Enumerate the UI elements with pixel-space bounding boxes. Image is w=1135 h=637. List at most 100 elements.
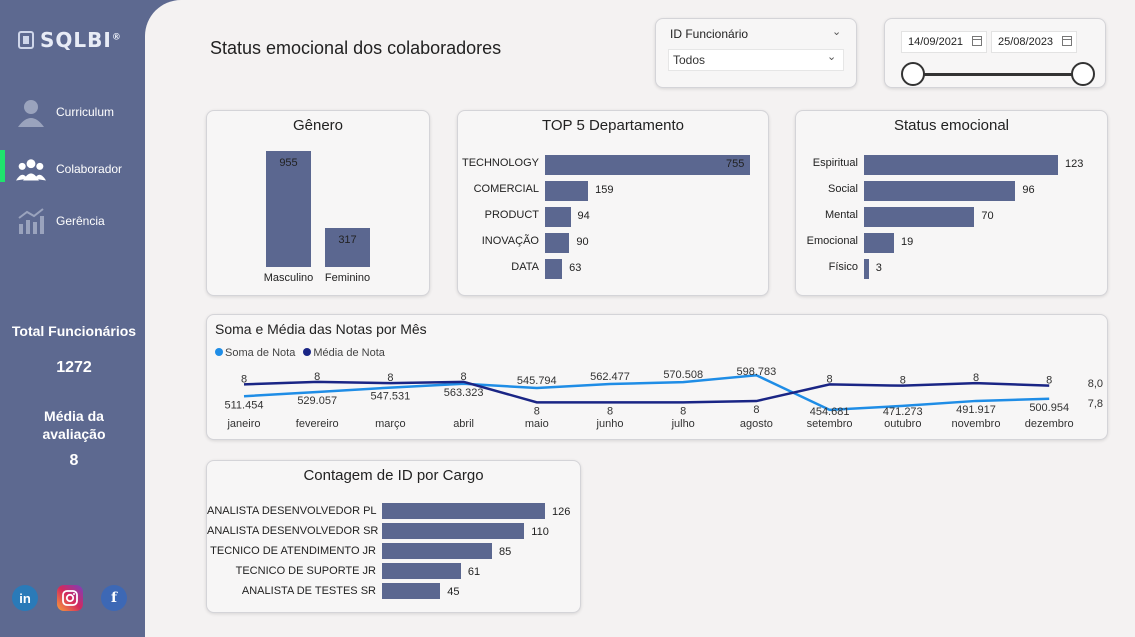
media-data-label: 8 (314, 371, 320, 383)
soma-data-label: 500.954 (1029, 402, 1069, 414)
data-label: 94 (577, 210, 590, 222)
data-label: 159 (595, 184, 614, 196)
month-tick-label: novembro (952, 418, 1001, 430)
bar-analista-de-testes-sr[interactable] (382, 583, 441, 599)
bar-analista-desenvolvedor-sr[interactable] (382, 523, 525, 539)
tick-label: TECHNOLOGY (461, 157, 539, 169)
right-axis-tick: 8,0 (1088, 378, 1103, 390)
status-emocional-card: Status emocional Espiritual 123 Social 96 Me… (795, 110, 1108, 296)
media-avaliacao-title: Média da avaliação (42, 408, 106, 442)
bar-feminino[interactable] (325, 228, 370, 267)
soma-data-label: 529.057 (297, 395, 337, 407)
bar-product[interactable] (545, 207, 571, 227)
date-range-slicer: 14/09/2021 25/08/2023 (884, 18, 1106, 88)
bar-data[interactable] (545, 259, 563, 279)
media-de-nota-line[interactable] (243, 380, 1050, 404)
bar-tecnico-de-suporte-jr[interactable] (382, 563, 461, 579)
soma-de-nota-line[interactable] (243, 374, 1050, 412)
start-date-input[interactable]: 14/09/2021 (901, 31, 987, 53)
cargo-title: Contagem de ID por Cargo (303, 467, 484, 484)
linkedin-icon[interactable]: in (12, 585, 38, 611)
legend-item-soma[interactable]: Soma de Nota (215, 347, 295, 359)
nav-label-colaborador: Colaborador (56, 162, 123, 176)
soma-data-label: 562.477 (590, 371, 630, 383)
notas-plot: 511.454 529.057 547.531 563.323 545.794 562.4… (225, 366, 1103, 430)
notas-legend: Soma de Nota Média de Nota (215, 347, 385, 359)
bar-technology[interactable] (545, 155, 750, 175)
data-label: 955 (279, 157, 298, 169)
bar-masculino[interactable] (266, 151, 311, 267)
bar-analista-desenvolvedor-pl[interactable] (382, 503, 545, 519)
soma-data-label: 454.681 (810, 406, 850, 418)
nav-label-gerencia: Gerência (56, 214, 105, 228)
nav-item-curriculum[interactable]: Curriculum (0, 92, 150, 132)
data-label: 317 (338, 234, 357, 247)
media-data-label: 8 (973, 372, 979, 384)
tick-label: Mental (824, 209, 858, 221)
page-title: Status emocional dos colaboradores (210, 38, 502, 58)
tick-label: PRODUCT (484, 209, 539, 221)
instagram-icon[interactable] (57, 585, 83, 611)
notas-card: Soma e Média das Notas por Mês Soma de N… (206, 314, 1108, 440)
bar-inovacao[interactable] (545, 233, 570, 253)
chart-icon (16, 206, 46, 236)
month-tick-label: maio (525, 418, 549, 430)
data-label: 126 (552, 506, 571, 518)
month-tick-label: setembro (807, 418, 853, 430)
nav-item-colaborador[interactable]: Colaborador (0, 149, 150, 189)
soma-data-label: 491.917 (956, 404, 996, 416)
bar-emocional[interactable] (864, 233, 894, 253)
status-emocional-title: Status emocional (893, 117, 1010, 134)
date-slider-track[interactable] (909, 73, 1081, 76)
data-label: 85 (498, 546, 512, 558)
month-tick-label: junho (596, 418, 624, 430)
total-funcionarios-title: Total Funcionários (11, 323, 137, 339)
tick-label: Espiritual (812, 157, 858, 169)
media-data-label: 8 (680, 405, 686, 417)
legend-item-media[interactable]: Média de Nota (303, 347, 385, 359)
soma-data-label: 511.454 (225, 399, 264, 411)
tick-label: Social (828, 183, 858, 195)
date-slider-start-handle[interactable] (901, 62, 925, 86)
id-slicer-value: Todos (673, 53, 706, 67)
calendar-icon[interactable] (972, 36, 982, 46)
bar-comercial[interactable] (545, 181, 589, 201)
media-data-label: 8 (461, 371, 467, 383)
tick-label: TECNICO DE SUPORTE JR (235, 565, 376, 577)
bar-espiritual[interactable] (864, 155, 1058, 175)
tick-label: Emocional (806, 235, 858, 247)
bar-fisico[interactable] (864, 259, 869, 279)
data-label: 63 (569, 262, 582, 274)
media-data-label: 8 (534, 405, 540, 417)
genero-card: Gênero 955 Masculino 317 Feminino (206, 110, 430, 296)
person-icon (16, 97, 46, 127)
nav-item-gerencia[interactable]: Gerência (0, 201, 150, 241)
team-icon (16, 154, 46, 184)
data-label: 110 (531, 526, 549, 538)
bar-social[interactable] (864, 181, 1016, 201)
chevron-down-icon[interactable]: ⌄ (832, 26, 842, 38)
tick-label: ANALISTA DESENVOLVEDOR PL (207, 505, 377, 517)
end-date-input[interactable]: 25/08/2023 (991, 31, 1077, 53)
tick-label: Feminino (324, 272, 371, 284)
calendar-icon[interactable] (1062, 36, 1072, 46)
data-label: 61 (467, 566, 481, 578)
id-slicer-dropdown[interactable]: Todos ⌄ (668, 49, 844, 71)
logo: SQLBI® (18, 28, 122, 52)
right-axis-tick: 7,8 (1088, 398, 1103, 410)
id-funcionario-slicer: ID Funcionário ⌄ Todos ⌄ (655, 18, 857, 88)
data-label: 19 (900, 236, 914, 248)
data-label: 123 (1065, 158, 1084, 170)
date-slider-end-handle[interactable] (1071, 62, 1095, 86)
soma-data-label: 563.323 (444, 387, 484, 399)
media-data-label: 8 (387, 372, 393, 384)
data-label: 3 (875, 262, 882, 274)
soma-data-label: 471.273 (883, 406, 923, 418)
tick-label: DATA (511, 261, 539, 273)
facebook-icon[interactable]: f (101, 585, 127, 611)
month-tick-label: março (375, 418, 406, 430)
bar-tecnico-de-atendimento-jr[interactable] (382, 543, 492, 559)
bar-mental[interactable] (864, 207, 975, 227)
soma-data-label: 547.531 (371, 391, 411, 403)
tick-label: TECNICO DE ATENDIMENTO JR (210, 545, 376, 557)
